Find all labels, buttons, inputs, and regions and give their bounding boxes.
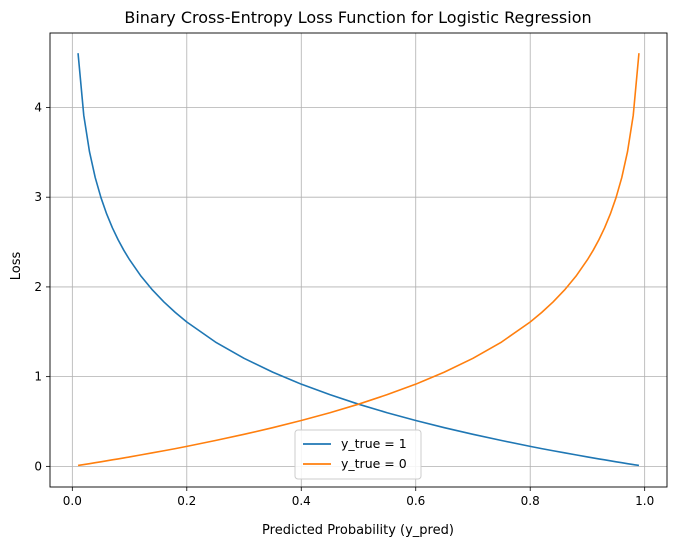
- grid: [50, 33, 667, 487]
- x-axis: 0.0 0.2 0.4 0.6 0.8 1.0: [63, 487, 654, 508]
- chart-title: Binary Cross-Entropy Loss Function for L…: [124, 8, 591, 27]
- x-tick-label: 0.4: [292, 494, 311, 508]
- plot-frame: [49, 32, 668, 488]
- legend-label: y_true = 0: [341, 456, 407, 471]
- y-axis-label: Loss: [9, 252, 24, 281]
- y-tick-label: 1: [34, 370, 42, 384]
- x-tick-label: 0.2: [177, 494, 196, 508]
- y-tick-label: 3: [34, 190, 42, 204]
- x-tick-label: 0.8: [521, 494, 540, 508]
- y-tick-label: 4: [34, 100, 42, 114]
- legend-box: [294, 429, 422, 480]
- x-tick-label: 1.0: [635, 494, 654, 508]
- y-tick-label: 2: [34, 280, 42, 294]
- x-tick-label: 0.6: [406, 494, 425, 508]
- legend-label: y_true = 1: [341, 436, 407, 451]
- series-line-2: [77, 53, 640, 467]
- x-axis-label: Predicted Probability (y_pred): [262, 523, 454, 538]
- legend: y_true = 1 y_true = 0: [294, 429, 422, 480]
- series-lines: [77, 53, 640, 467]
- x-tick-label: 0.0: [63, 494, 82, 508]
- y-tick-label: 0: [34, 459, 42, 473]
- y-axis: 0 1 2 3 4: [34, 100, 50, 473]
